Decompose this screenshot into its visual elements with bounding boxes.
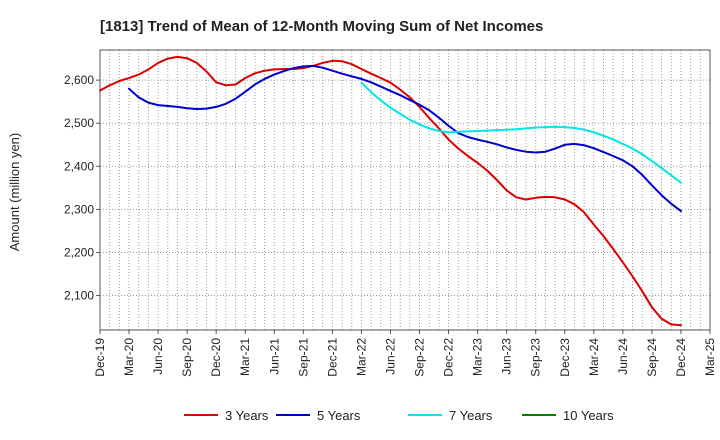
x-tick-label: Mar-24 — [587, 338, 601, 376]
y-tick-label: 2,400 — [64, 159, 94, 173]
x-tick-label: Jun-23 — [500, 338, 514, 375]
x-tick-label: Sep-20 — [180, 338, 194, 377]
series-line-7-years — [360, 81, 682, 184]
legend-item: 3 Years — [184, 408, 269, 423]
x-tick-label: Mar-20 — [122, 338, 136, 376]
legend-item: 10 Years — [522, 408, 614, 423]
legend-label: 5 Years — [317, 408, 361, 423]
x-tick-label: Dec-20 — [209, 338, 223, 377]
y-axis: 2,100 2,200 2,300 2,400 2,500 2,600 — [64, 73, 100, 303]
x-axis: Dec-19 Mar-20 Jun-20 Sep-20 Dec-20 Mar-21 Jun-… — [93, 330, 717, 377]
legend: 3 Years 5 Years 7 Years 10 Years — [184, 408, 614, 423]
x-tick-label: Dec-22 — [442, 338, 456, 377]
y-tick-label: 2,500 — [64, 116, 94, 130]
legend-label: 3 Years — [225, 408, 269, 423]
x-tick-label: Mar-21 — [238, 338, 252, 376]
y-tick-label: 2,600 — [64, 73, 94, 87]
x-tick-label: Mar-22 — [354, 338, 368, 376]
x-tick-label: Dec-23 — [558, 338, 572, 377]
y-tick-label: 2,200 — [64, 245, 94, 259]
x-tick-label: Mar-25 — [703, 338, 717, 376]
x-tick-label: Jun-24 — [616, 338, 630, 375]
y-tick-label: 2,100 — [64, 289, 94, 303]
x-tick-label: Sep-23 — [529, 338, 543, 377]
legend-label: 10 Years — [563, 408, 614, 423]
legend-label: 7 Years — [449, 408, 493, 423]
x-tick-label: Jun-22 — [383, 338, 397, 375]
series-line-5-years — [128, 64, 682, 213]
series-lines — [99, 55, 682, 327]
x-tick-label: Jun-20 — [151, 338, 165, 375]
legend-item: 7 Years — [408, 408, 493, 423]
x-tick-label: Dec-19 — [93, 338, 107, 377]
x-tick-label: Sep-24 — [645, 338, 659, 377]
x-tick-label: Dec-24 — [674, 338, 688, 377]
series-line-3-years — [99, 55, 682, 327]
plot-frame — [99, 49, 711, 331]
x-tick-label: Sep-22 — [413, 338, 427, 377]
chart-title: [1813] Trend of Mean of 12-Month Moving … — [100, 18, 543, 35]
x-tick-label: Sep-21 — [296, 338, 310, 377]
y-axis-label: Amount (million yen) — [7, 133, 22, 252]
x-tick-label: Jun-21 — [267, 338, 281, 375]
legend-item: 5 Years — [276, 408, 361, 423]
x-tick-label: Mar-23 — [471, 338, 485, 376]
y-tick-label: 2,300 — [64, 202, 94, 216]
x-tick-label: Dec-21 — [325, 338, 339, 377]
